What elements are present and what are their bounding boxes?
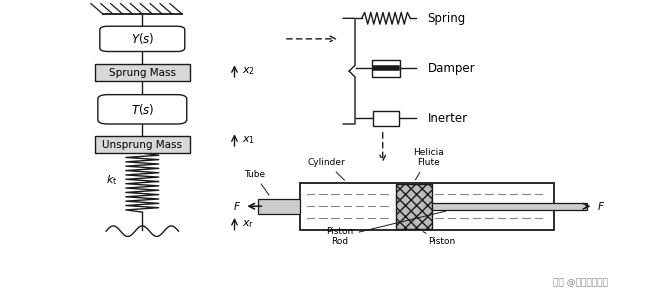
FancyBboxPatch shape <box>94 64 190 81</box>
Text: Cylinder: Cylinder <box>308 158 346 180</box>
Text: $F$: $F$ <box>597 200 605 212</box>
Text: $x_\mathrm{r}$: $x_\mathrm{r}$ <box>242 218 255 230</box>
Bar <box>257 199 300 214</box>
Bar <box>373 111 399 126</box>
FancyBboxPatch shape <box>100 26 185 52</box>
Text: Unsprung Mass: Unsprung Mass <box>102 140 182 150</box>
Bar <box>372 60 400 77</box>
Text: Piston
Rod: Piston Rod <box>326 211 446 246</box>
Text: Inerter: Inerter <box>428 112 467 125</box>
Text: $T(s)$: $T(s)$ <box>131 102 154 117</box>
Text: Damper: Damper <box>428 62 475 75</box>
FancyBboxPatch shape <box>94 136 190 153</box>
Text: $x_1$: $x_1$ <box>242 134 255 146</box>
Bar <box>396 183 432 229</box>
Text: $x_2$: $x_2$ <box>242 65 255 77</box>
Text: 头条 @救世圣母程心: 头条 @救世圣母程心 <box>553 278 608 287</box>
Text: Helicia
Flute: Helicia Flute <box>413 148 444 180</box>
Text: Spring: Spring <box>428 12 466 25</box>
Text: $k_\mathrm{t}$: $k_\mathrm{t}$ <box>106 173 117 186</box>
FancyBboxPatch shape <box>98 95 187 124</box>
Text: Piston: Piston <box>423 232 455 246</box>
Text: Sprung Mass: Sprung Mass <box>109 68 176 78</box>
Text: Tube: Tube <box>244 170 269 195</box>
Bar <box>300 183 554 230</box>
Bar <box>432 203 587 210</box>
Text: $F$: $F$ <box>233 200 241 212</box>
Text: $Y(s)$: $Y(s)$ <box>131 31 154 46</box>
